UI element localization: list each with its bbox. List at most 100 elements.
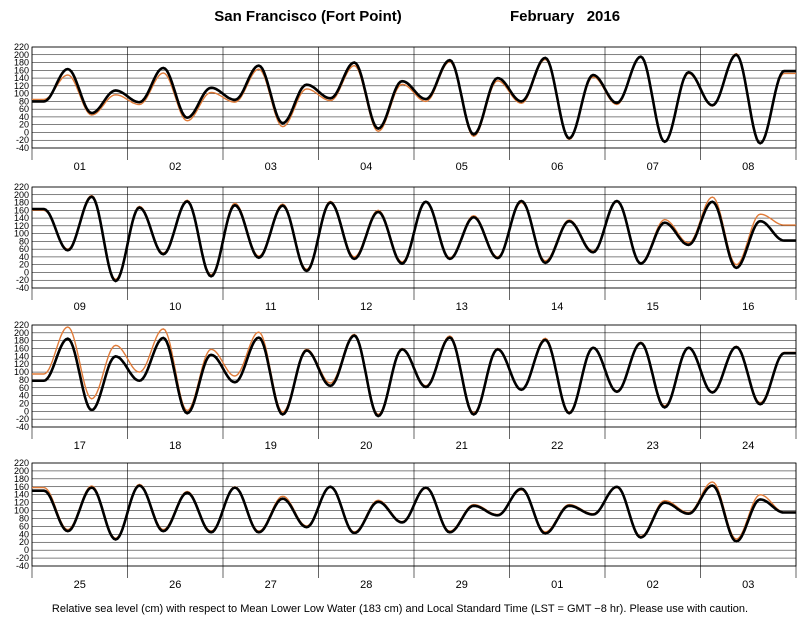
day-label: 14: [551, 301, 563, 313]
y-tick-label: 80: [19, 513, 29, 523]
day-label: 24: [742, 440, 754, 452]
y-tick-label: 140: [14, 351, 29, 361]
day-label: 10: [169, 301, 181, 313]
panel-frame: [31, 186, 797, 289]
y-tick-label: -20: [16, 553, 29, 563]
y-tick-label: 120: [14, 359, 29, 369]
day-label: 29: [456, 579, 468, 591]
day-label: 02: [169, 161, 181, 173]
y-tick-label: 0: [24, 267, 29, 277]
day-label: 23: [647, 440, 659, 452]
y-tick-label: 0: [24, 127, 29, 137]
day-label: 03: [742, 579, 754, 591]
day-label: 03: [265, 161, 277, 173]
day-label: 08: [742, 161, 754, 173]
y-tick-label: 140: [14, 73, 29, 83]
observed-series-line: [32, 484, 796, 543]
y-tick-label: 200: [14, 190, 29, 200]
day-label: 04: [360, 161, 372, 173]
y-tick-label: 60: [19, 244, 29, 254]
y-tick-label: 40: [19, 391, 29, 401]
y-tick-label: -40: [16, 422, 29, 432]
y-tick-label: 140: [14, 213, 29, 223]
day-label: 09: [74, 301, 86, 313]
day-label: 19: [265, 440, 277, 452]
y-tick-label: 80: [19, 96, 29, 106]
y-tick-label: 220: [14, 182, 29, 192]
y-tick-label: -40: [16, 143, 29, 153]
y-tick-label: -40: [16, 283, 29, 293]
y-tick-label: 120: [14, 498, 29, 508]
y-tick-label: 0: [24, 406, 29, 416]
y-tick-label: -20: [16, 414, 29, 424]
y-tick-label: 60: [19, 383, 29, 393]
y-tick-label: 160: [14, 344, 29, 354]
day-label: 05: [456, 161, 468, 173]
y-tick-label: 160: [14, 482, 29, 492]
day-label: 27: [265, 579, 277, 591]
y-tick-label: 40: [19, 112, 29, 122]
chart-footer: Relative sea level (cm) with respect to …: [52, 603, 748, 615]
y-tick-label: 180: [14, 336, 29, 346]
y-tick-label: 0: [24, 545, 29, 555]
chart-period: February 2016: [510, 8, 620, 25]
y-tick-label: 220: [14, 320, 29, 330]
y-tick-label: 200: [14, 328, 29, 338]
y-tick-label: 20: [19, 120, 29, 130]
day-label: 17: [74, 440, 86, 452]
y-tick-label: 100: [14, 229, 29, 239]
y-tick-label: 20: [19, 537, 29, 547]
y-tick-label: 220: [14, 458, 29, 468]
day-label: 01: [551, 579, 563, 591]
y-tick-label: 100: [14, 367, 29, 377]
y-tick-label: 100: [14, 506, 29, 516]
y-tick-label: 180: [14, 198, 29, 208]
day-label: 07: [647, 161, 659, 173]
y-tick-label: 120: [14, 221, 29, 231]
day-label: 02: [647, 579, 659, 591]
panel-frame: [31, 462, 797, 567]
y-tick-label: 220: [14, 42, 29, 52]
day-label: 12: [360, 301, 372, 313]
y-tick-label: 140: [14, 490, 29, 500]
y-tick-label: 200: [14, 50, 29, 60]
y-tick-label: 160: [14, 205, 29, 215]
y-tick-label: 40: [19, 529, 29, 539]
observed-series-line: [32, 195, 796, 283]
observed-series-line: [32, 53, 796, 145]
observed-series-line: [32, 334, 796, 418]
y-tick-label: 180: [14, 58, 29, 68]
y-tick-label: 60: [19, 104, 29, 114]
y-tick-label: -40: [16, 561, 29, 571]
day-label: 26: [169, 579, 181, 591]
y-tick-label: 160: [14, 65, 29, 75]
day-label: 28: [360, 579, 372, 591]
y-tick-label: 80: [19, 236, 29, 246]
y-tick-label: 20: [19, 260, 29, 270]
day-label: 06: [551, 161, 563, 173]
y-tick-label: 60: [19, 521, 29, 531]
y-tick-label: 100: [14, 89, 29, 99]
y-tick-label: 200: [14, 466, 29, 476]
day-label: 11: [265, 301, 276, 313]
day-label: 13: [456, 301, 468, 313]
day-label: 25: [74, 579, 86, 591]
y-tick-label: 180: [14, 474, 29, 484]
panel-frame: [31, 46, 797, 149]
y-tick-label: 120: [14, 81, 29, 91]
chart-title: San Francisco (Fort Point): [214, 8, 402, 25]
y-tick-label: -20: [16, 135, 29, 145]
y-tick-label: 40: [19, 252, 29, 262]
y-tick-label: 80: [19, 375, 29, 385]
panel-frame: [31, 324, 797, 428]
y-tick-label: -20: [16, 275, 29, 285]
day-label: 15: [647, 301, 659, 313]
day-label: 01: [74, 161, 86, 173]
day-label: 22: [551, 440, 563, 452]
day-label: 16: [742, 301, 754, 313]
